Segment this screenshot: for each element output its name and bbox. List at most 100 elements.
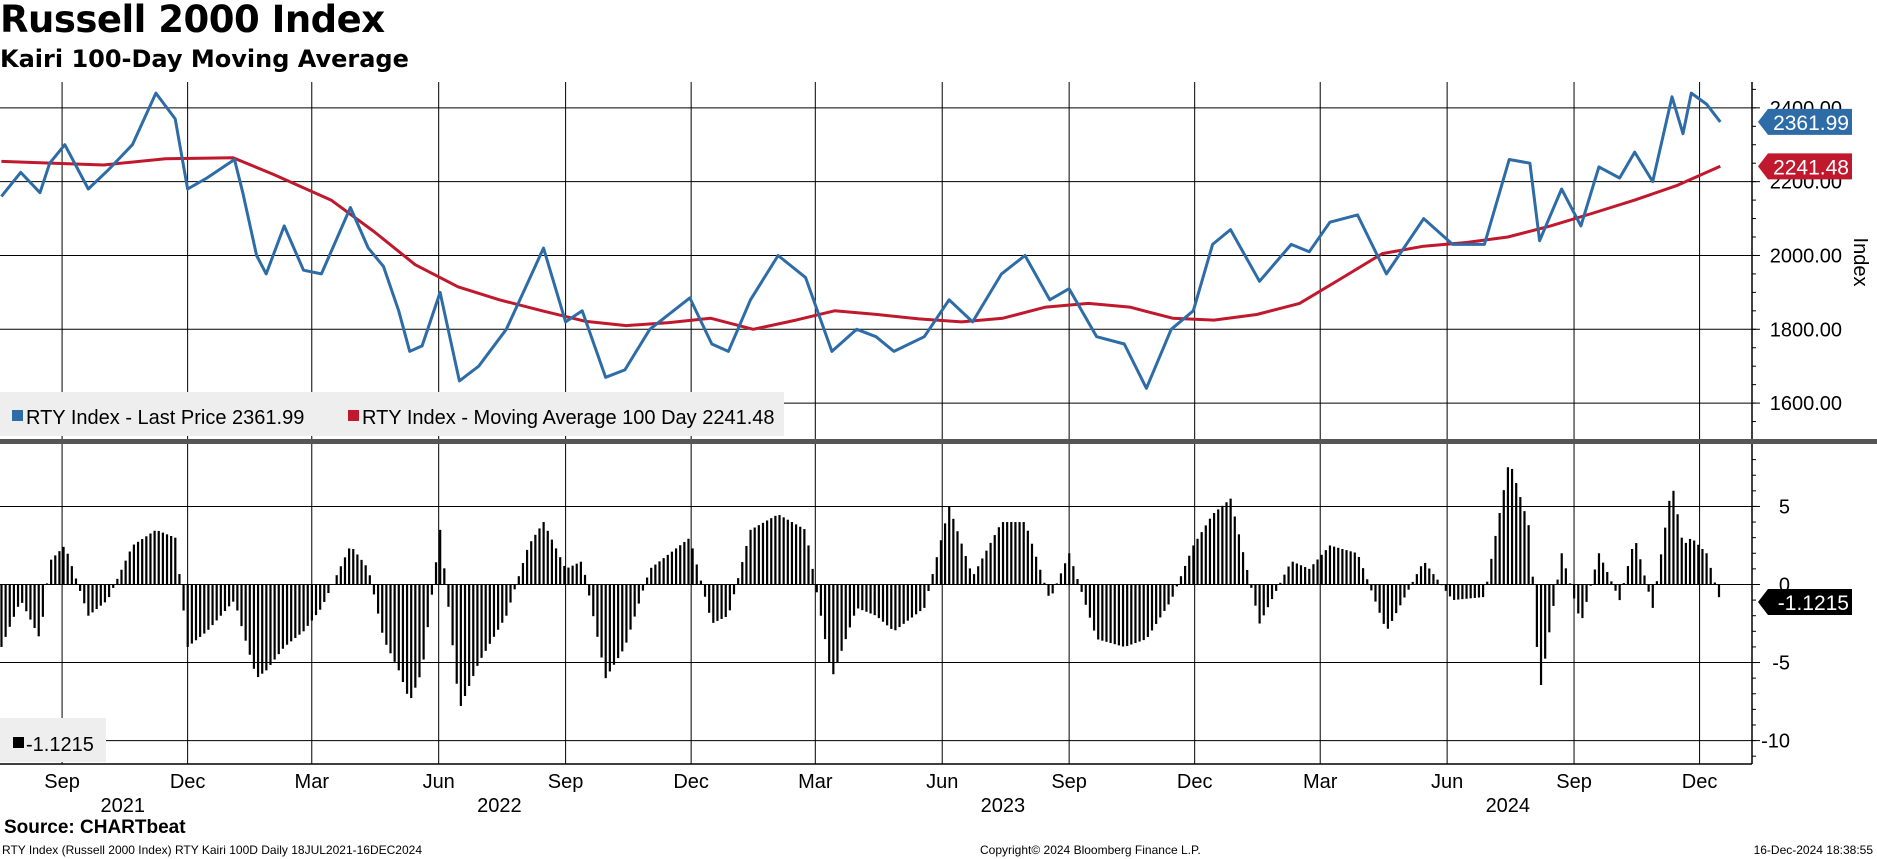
kairi-bar	[910, 584, 914, 618]
kairi-bar	[1233, 516, 1236, 585]
kairi-bar	[836, 584, 839, 663]
kairi-bar	[107, 584, 111, 598]
kairi-bar	[1560, 553, 1563, 585]
kairi-bar	[1097, 584, 1100, 640]
kairi-bar	[1378, 584, 1381, 613]
kairi-bar	[873, 584, 876, 616]
kairi-bar	[530, 541, 533, 585]
kairi-bar	[600, 584, 603, 658]
x-tick-label: Jun	[926, 771, 958, 793]
kairi-bar	[381, 584, 384, 633]
kairi-bar	[178, 574, 181, 585]
legend-swatch-kairi	[13, 737, 24, 748]
kairi-bar	[1655, 581, 1659, 585]
kairi-bar	[323, 584, 326, 602]
kairi-bar	[1018, 522, 1021, 585]
kairi-bar	[1328, 545, 1332, 585]
kairi-bar	[95, 584, 98, 610]
kairi-bar	[1254, 584, 1257, 606]
kairi-bar	[1386, 584, 1390, 629]
kairi-bar	[712, 584, 715, 623]
kairi-bar	[273, 584, 276, 660]
kairi-bar	[1606, 572, 1609, 585]
kairi-bar	[364, 565, 367, 585]
kairi-bar	[525, 549, 529, 585]
kairi-bar	[199, 584, 202, 637]
kairi-last-tag-bg	[1758, 588, 1852, 615]
kairi-bar	[1510, 468, 1514, 585]
y-axis-label: Index	[1849, 238, 1871, 287]
kairi-bar	[16, 584, 20, 607]
kairi-bar	[1548, 584, 1551, 633]
kairi-bar	[604, 584, 607, 679]
kairi-bar	[472, 584, 475, 676]
kairi-bar	[517, 576, 520, 585]
kairi-bar	[29, 584, 32, 620]
kairi-bar	[550, 539, 554, 585]
kairi-bar	[1639, 559, 1642, 585]
kairi-bar	[1163, 584, 1166, 611]
kairi-bar	[414, 584, 417, 688]
kairi-bar	[1610, 581, 1613, 585]
kairi-bar	[70, 566, 73, 585]
kairi-bar	[1618, 584, 1621, 601]
kairi-bar	[1664, 527, 1667, 585]
footer-series-info: RTY Index (Russell 2000 Index) RTY Kairi…	[2, 843, 423, 857]
kairi-bar	[385, 584, 388, 645]
kairi-bar	[1076, 579, 1079, 585]
kairi-bar	[1204, 525, 1207, 585]
kairi-bar	[343, 557, 347, 585]
kairi-bar	[542, 522, 545, 585]
kairi-bar	[538, 528, 541, 585]
kairi-bar	[1295, 563, 1298, 585]
kairi-bar	[546, 530, 549, 585]
kairi-bar	[815, 584, 818, 593]
kairi-bar	[658, 561, 661, 585]
kairi-bar	[1241, 552, 1245, 585]
kairi-bar	[877, 584, 880, 619]
kairi-bar	[923, 584, 926, 608]
kairi-bar	[927, 584, 930, 591]
x-tick-label: Sep	[1556, 771, 1592, 793]
kairi-bar	[269, 584, 272, 665]
kairi-bar	[844, 584, 847, 640]
kairi-bar	[161, 532, 164, 585]
kairi-bar	[670, 551, 674, 585]
kairi-bar	[1647, 584, 1650, 592]
kairi-bar	[1014, 522, 1017, 585]
year-label: 2021	[101, 795, 146, 817]
kairi-bar	[1556, 579, 1559, 585]
kairi-bar	[1299, 565, 1303, 585]
y-tick-label-kairi: 0	[1779, 574, 1790, 596]
kairi-bar	[1109, 584, 1112, 644]
kairi-bar	[99, 584, 102, 606]
kairi-bar	[232, 584, 235, 602]
kairi-bar	[1486, 581, 1489, 585]
kairi-bar	[459, 584, 462, 707]
kairi-bar	[339, 566, 342, 585]
legend-swatch	[12, 410, 23, 421]
kairi-bar	[823, 584, 827, 640]
kairi-bar	[439, 529, 442, 585]
kairi-bar	[832, 584, 835, 675]
kairi-bar	[405, 584, 409, 694]
kairi-bar	[1312, 564, 1315, 585]
kairi-bar	[319, 584, 322, 610]
kairi-bar	[145, 536, 148, 585]
kairi-bar	[509, 584, 512, 603]
kairi-bar	[583, 574, 587, 585]
kairi-bar	[174, 537, 177, 585]
kairi-bar	[331, 584, 334, 585]
kairi-bar	[244, 584, 247, 641]
kairi-bar	[1022, 522, 1025, 585]
kairi-bar	[985, 550, 988, 585]
kairi-bar	[1440, 584, 1443, 586]
kairi-bar	[468, 584, 471, 686]
kairi-bar	[447, 584, 450, 607]
kairi-bar	[1589, 584, 1592, 586]
kairi-bar	[434, 562, 438, 585]
kairi-bar	[186, 584, 189, 647]
panel-divider	[0, 439, 1877, 444]
legend-label-kairi: -1.1215	[26, 734, 94, 756]
kairi-bar	[1432, 574, 1435, 585]
